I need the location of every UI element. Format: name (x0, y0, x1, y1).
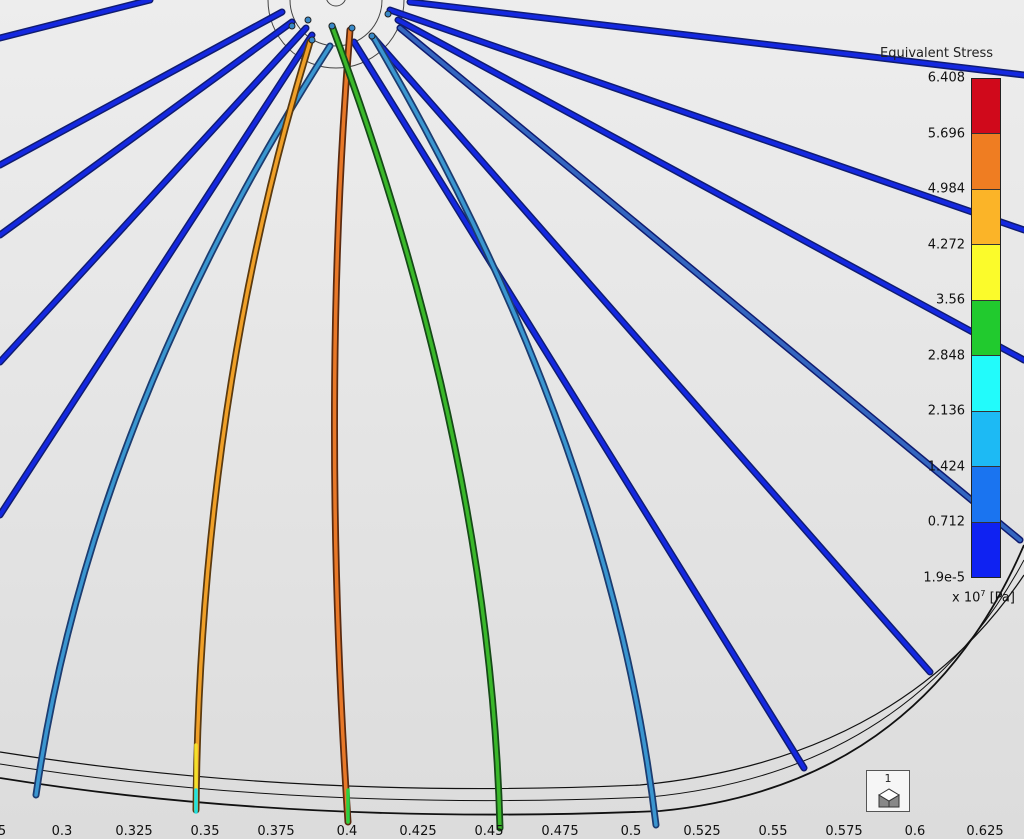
x-axis-tick-label: 0.4 (336, 824, 358, 839)
x-axis-tick-label: 0.325 (115, 824, 153, 839)
legend-unit: x 107 [Pa] (952, 589, 1015, 605)
legend-level-label: 4.984 (927, 181, 965, 197)
legend-level-label: 3.56 (936, 292, 965, 308)
x-axis-tick-label: 0.425 (399, 824, 437, 839)
legend-swatch (972, 411, 1000, 468)
legend-unit-exponent: 7 (980, 589, 986, 598)
x-axis-tick-label: 0.55 (758, 824, 788, 839)
x-axis-tick-label: 0.625 (966, 824, 1004, 839)
legend-swatch (972, 300, 1000, 357)
x-axis-tick-label: 0.575 (825, 824, 863, 839)
legend-swatch (972, 356, 1000, 412)
legend-level-label: 0.712 (927, 514, 965, 530)
legend-swatch (972, 189, 1000, 246)
view-cube-button[interactable]: 1 (866, 770, 910, 812)
legend-swatch (972, 522, 1000, 577)
legend-level-label: 6.408 (927, 70, 965, 86)
legend-level-label: 2.848 (927, 348, 965, 364)
legend-level-label: 5.696 (927, 126, 965, 142)
legend-swatch (972, 245, 1000, 301)
spoke (398, 26, 1022, 542)
legend-swatch (972, 79, 1000, 135)
spokes-curved (32, 22, 660, 832)
x-axis-tick-label: 0.45 (474, 824, 504, 839)
x-axis-tick-label: 0.375 (257, 824, 295, 839)
legend-swatch (972, 467, 1000, 523)
legend-unit-prefix: x 10 (952, 590, 981, 606)
legend-level-label: 1.424 (927, 459, 965, 475)
x-axis-tick-label: 0.5 (620, 824, 642, 839)
legend-swatch (972, 134, 1000, 190)
legend-level-label: 1.9e-5 (923, 570, 965, 586)
x-axis-tick-label: 0.475 (541, 824, 579, 839)
triad-icon (878, 788, 900, 808)
legend-level-label: 4.272 (927, 237, 965, 253)
x-axis-tick-label: 0.3 (51, 824, 73, 839)
x-axis-tick-label: 0.35 (190, 824, 220, 839)
legend-unit-suffix: [Pa] (985, 590, 1015, 606)
legend-title: Equivalent Stress (880, 46, 994, 61)
legend-color-bar (971, 78, 1001, 578)
view-cube-label: 1 (884, 772, 892, 785)
x-axis-tick-label: 5 (0, 824, 7, 839)
x-axis-tick-label: 0.6 (904, 824, 926, 839)
rim (0, 544, 1024, 816)
legend-level-label: 2.136 (927, 403, 965, 419)
spoke-heads (288, 10, 392, 44)
spoke (0, 0, 1024, 770)
x-axis-tick-label: 0.525 (683, 824, 721, 839)
spokes-blue (0, 0, 1024, 772)
